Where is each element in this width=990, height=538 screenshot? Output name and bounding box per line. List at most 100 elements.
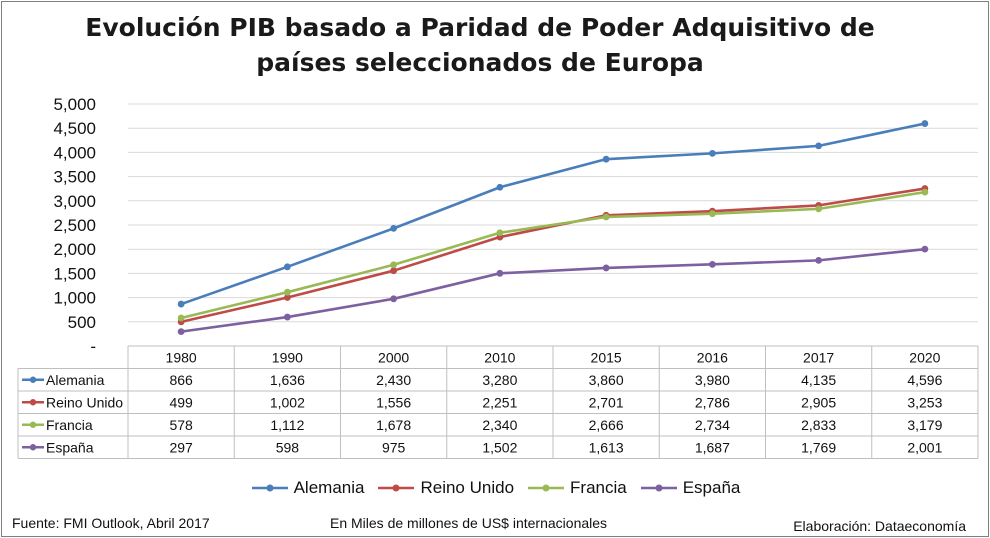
units-note: En Miles de millones de US$ internaciona… [330,515,608,531]
table-cell-reino-unido-2015: 2,701 [589,394,624,410]
table-cell-francia-2010: 2,340 [482,417,517,433]
y-tick-label-5000: 5,000 [53,95,96,114]
chart-title-line-2: países seleccionados de Europa [256,48,704,77]
point-francia-1990 [283,288,291,296]
table-cell-reino-unido-2010: 2,251 [482,394,517,410]
y-tick-label-2500: 2,500 [53,216,96,235]
table-cell-reino-unido-1990: 1,002 [270,394,305,410]
point-alemania-1990 [283,263,291,271]
point-espana-2016 [708,260,716,268]
table-row-label-reino-unido: Reino Unido [46,394,123,410]
point-francia-2015 [602,213,610,221]
table-cell-reino-unido-1980: 499 [169,394,193,410]
table-cell-espana-2020: 2,001 [907,439,942,455]
legend-item-francia: Francia [526,478,627,498]
y-tick-label-0: - [90,337,96,356]
point-alemania-2020 [921,120,929,127]
point-espana-2015 [602,264,610,272]
point-alemania-2000 [390,224,398,232]
x-tick-label-2017: 2017 [803,350,834,366]
point-espana-2020 [921,245,929,253]
y-tick-label-1500: 1,500 [53,264,96,283]
chart-title-line-1: Evolución PIB basado a Paridad de Poder … [85,13,875,42]
x-tick-label-2010: 2010 [484,350,515,366]
table-cell-reino-unido-2020: 3,253 [907,394,942,410]
table-cell-francia-2020: 3,179 [907,417,942,433]
table-cell-francia-1990: 1,112 [270,417,304,433]
table-key-marker-alemania [29,376,37,383]
legend-swatch-alemania [251,484,288,492]
series-line-francia [180,190,926,320]
legend-label-alemania: Alemania [293,478,365,497]
credit-note: Elaboración: Dataeconomía [793,518,966,534]
y-tick-label-4500: 4,500 [53,119,96,138]
series-line-alemania [180,122,926,306]
table-cell-francia-2016: 2,734 [695,417,730,433]
legend-swatch-francia [528,484,565,492]
table-key-marker-francia [29,421,37,428]
legend-swatch-espana [640,484,677,492]
point-francia-2016 [708,210,716,218]
x-tick-label-2000: 2000 [378,350,409,366]
point-espana-2010 [496,269,504,277]
chart-legend: Alemania Reino Unido Francia España [0,478,990,498]
table-row-label-francia: Francia [46,417,93,433]
table-row-label-espana: España [46,439,94,455]
y-tick-label-1000: 1,000 [53,289,96,308]
table-cell-francia-2015: 2,666 [589,417,624,433]
point-alemania-2017 [815,142,823,150]
table-key-marker-reino-unido [29,399,37,406]
legend-item-alemania: Alemania [250,478,365,498]
legend-item-reino-unido: Reino Unido [376,478,514,498]
y-tick-label-3500: 3,500 [53,168,96,187]
point-espana-2000 [390,295,398,303]
x-tick-label-1990: 1990 [272,350,303,366]
table-cell-alemania-2015: 3,860 [589,372,624,388]
legend-label-francia: Francia [570,478,627,497]
point-espana-1990 [283,313,291,321]
table-cell-espana-2010: 1,502 [482,439,517,455]
table-cell-espana-2000: 975 [382,439,406,455]
point-espana-1980 [177,328,185,336]
point-alemania-2016 [708,149,716,157]
table-cell-alemania-2017: 4,135 [801,372,836,388]
point-francia-2020 [921,188,929,196]
table-cell-alemania-2000: 2,430 [376,372,411,388]
table-row-label-alemania: Alemania [46,372,105,388]
chart-title: Evolución PIB basado a Paridad de Poder … [60,10,900,80]
table-cell-alemania-2020: 4,596 [907,372,942,388]
y-tick-label-500: 500 [68,313,96,332]
point-alemania-2010 [496,183,504,191]
source-note: Fuente: FMI Outlook, Abril 2017 [12,515,210,531]
table-cell-reino-unido-2016: 2,786 [695,394,730,410]
y-tick-label-4000: 4,000 [53,143,96,162]
point-francia-1980 [177,314,185,322]
x-tick-label-2016: 2016 [697,350,728,366]
x-tick-label-2020: 2020 [909,350,940,366]
point-reino-unido-1990 [283,294,291,301]
legend-item-espana: España [639,478,740,498]
table-cell-francia-2017: 2,833 [801,417,836,433]
point-francia-2010 [496,229,504,237]
table-cell-espana-2017: 1,769 [801,439,836,455]
point-alemania-1980 [177,300,185,308]
table-cell-alemania-2016: 3,980 [695,372,730,388]
table-cell-espana-2016: 1,687 [695,439,730,455]
x-tick-label-2015: 2015 [591,350,622,366]
legend-label-reino-unido: Reino Unido [420,478,515,497]
point-alemania-2015 [602,155,610,163]
y-tick-label-3000: 3,000 [53,192,96,211]
point-francia-2000 [390,261,398,269]
point-espana-2017 [815,256,823,264]
legend-swatch-reino-unido [378,484,415,492]
y-tick-label-2000: 2,000 [53,240,96,259]
table-cell-reino-unido-2017: 2,905 [801,394,836,410]
table-cell-alemania-2010: 3,280 [482,372,517,388]
x-tick-label-1980: 1980 [166,350,197,366]
point-francia-2017 [815,205,823,213]
table-cell-espana-2015: 1,613 [589,439,624,455]
table-cell-espana-1980: 297 [169,439,193,455]
series-line-espana [180,247,926,333]
